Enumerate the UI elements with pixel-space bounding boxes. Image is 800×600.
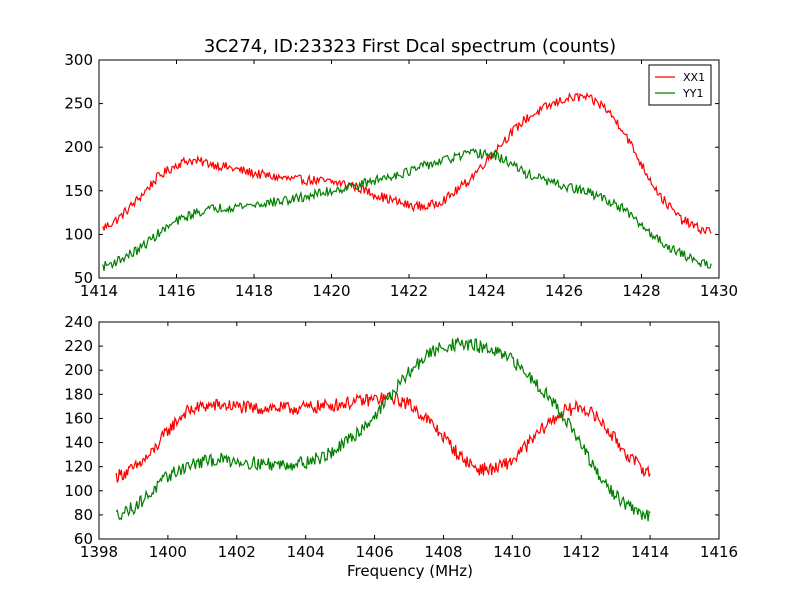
top-chart-axes: 1414 1416 1418 1420 1422 1424 1426 1428 1430 50 10… (64, 51, 738, 300)
top-chart-x-tick-label: 1428 (622, 282, 660, 300)
top-chart-title: 3C274, ID:23323 First Dcal spectrum (cou… (204, 36, 616, 57)
bottom-chart-y-tick-label: 60 (74, 530, 93, 548)
legend-label-xx1: XX1 (683, 71, 705, 84)
bottom-chart-y-tick-label: 180 (64, 385, 93, 403)
bottom-chart-x-tick-label: 1400 (149, 543, 187, 561)
bottom-chart-series-0-line (115, 392, 651, 483)
bottom-chart-y-tick-label: 80 (74, 506, 93, 524)
bottom-chart-frame (98, 321, 720, 540)
bottom-chart-x-tick-label: 1412 (562, 543, 600, 561)
bottom-chart-x-tick-label: 1408 (424, 543, 462, 561)
legend-label-yy1: YY1 (682, 87, 703, 100)
bottom-chart-axes: 1398 1400 1402 1404 1406 1408 1410 1412 1414 1416… (64, 313, 738, 561)
bottom-chart-x-axis-label: Frequency (MHz) (347, 562, 473, 580)
top-chart-x-tick-label: 1430 (700, 282, 738, 300)
bottom-chart-y-tick-label: 240 (64, 313, 93, 331)
top-chart-y-tick-label: 50 (74, 269, 93, 287)
top-chart-series-yy1-1-line (102, 147, 712, 271)
bottom-chart-y-tick-label: 140 (64, 434, 93, 452)
bottom-chart-y-tick-label: 160 (64, 409, 93, 427)
top-chart-y-tick-label: 100 (64, 225, 93, 243)
top-chart-x-tick-label: 1418 (235, 282, 273, 300)
bottom-chart-x-tick-label: 1398 (80, 543, 118, 561)
top-chart-x-tick-label: 1416 (157, 282, 195, 300)
top-chart-y-tick-label: 150 (64, 182, 93, 200)
bottom-chart-y-tick-label: 200 (64, 361, 93, 379)
bottom-chart-series-1-line (115, 337, 651, 522)
bottom-chart-x-tick-label: 1406 (355, 543, 393, 561)
top-chart-x-tick-label: 1424 (467, 282, 505, 300)
bottom-chart-x-tick-label: 1414 (631, 543, 669, 561)
top-chart-x-tick-label: 1414 (80, 282, 118, 300)
top-chart-series-xx1-0-line (102, 91, 712, 235)
top-chart-y-tick-label: 250 (64, 95, 93, 113)
bottom-chart-y-tick-label: 220 (64, 337, 93, 355)
top-chart-y-tick-label: 200 (64, 138, 93, 156)
bottom-chart-y-tick-label: 120 (64, 458, 93, 476)
bottom-chart-x-tick-label: 1416 (700, 543, 738, 561)
top-chart-x-tick-label: 1422 (390, 282, 428, 300)
bottom-chart-y-tick-label: 100 (64, 482, 93, 500)
top-chart-x-tick-label: 1426 (545, 282, 583, 300)
top-chart-x-tick-label: 1420 (312, 282, 350, 300)
bottom-chart-x-tick-label: 1410 (493, 543, 531, 561)
top-chart-y-tick-label: 300 (64, 51, 93, 69)
bottom-chart-x-tick-label: 1402 (218, 543, 256, 561)
bottom-chart-x-tick-label: 1404 (287, 543, 325, 561)
